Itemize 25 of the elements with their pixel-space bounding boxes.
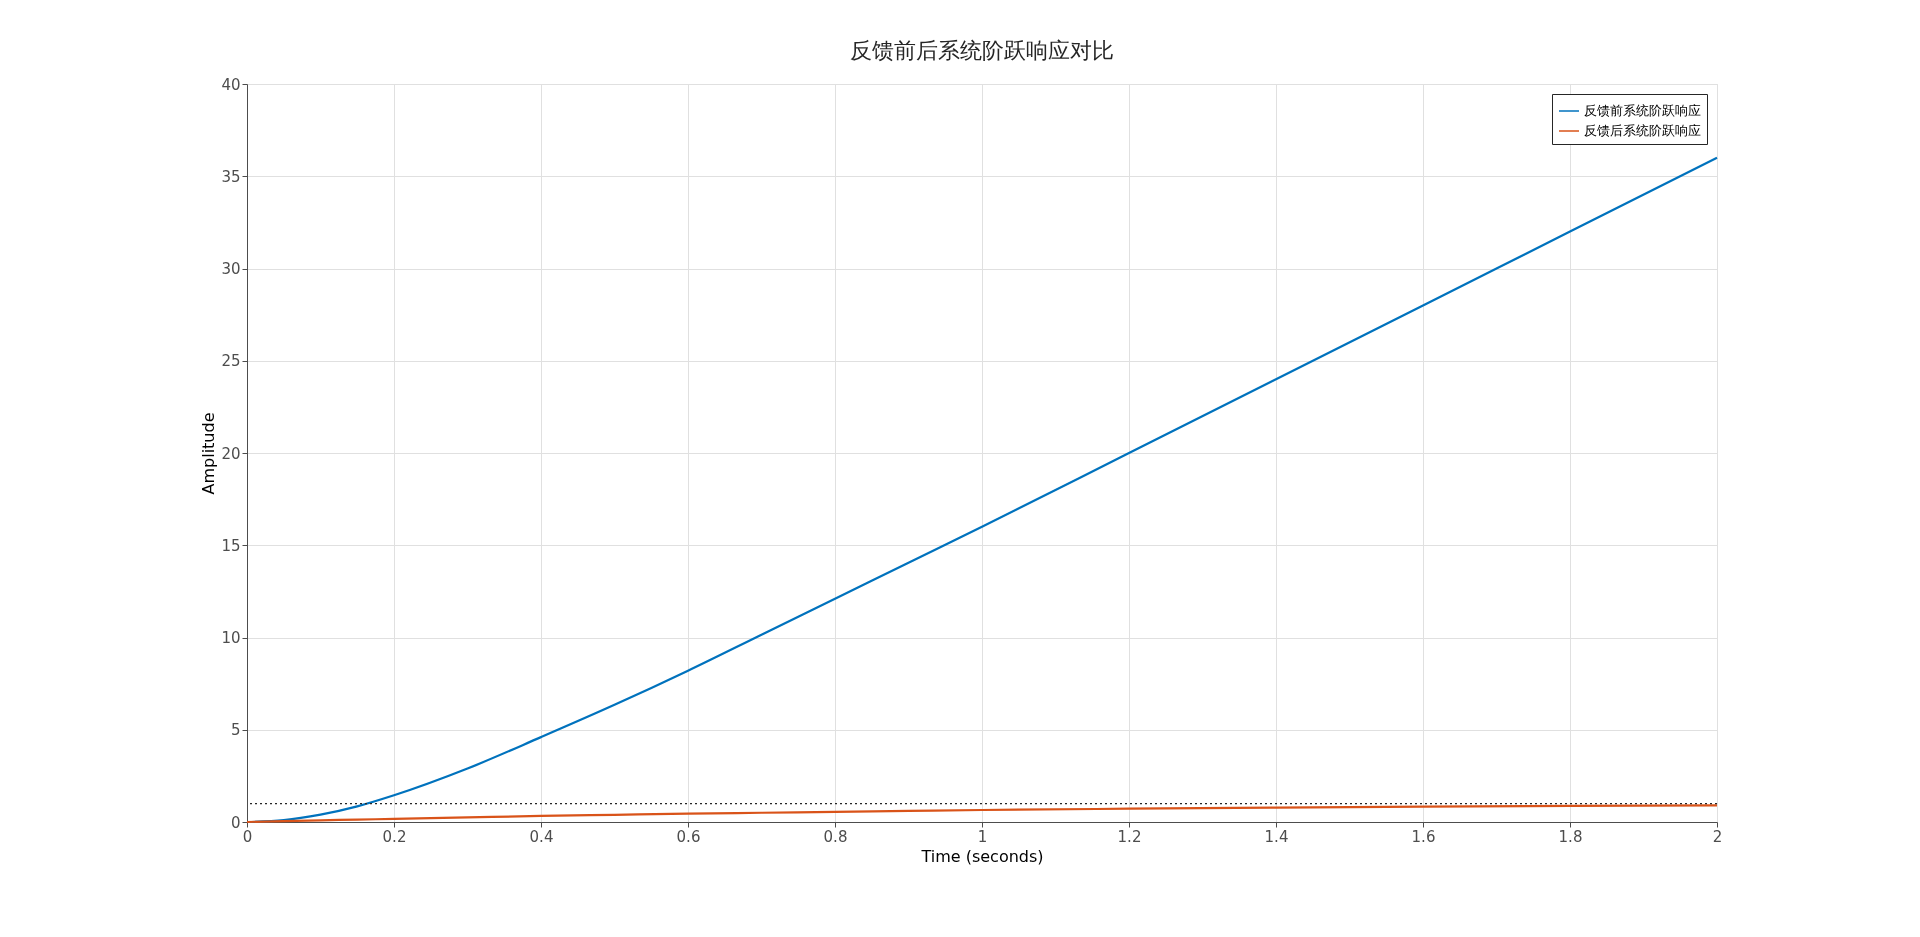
x-tick-label: 1 (977, 827, 988, 846)
x-tick-label: 0.4 (529, 827, 554, 846)
x-tick-label: 0.6 (676, 827, 701, 846)
x-tick-label: 1.2 (1117, 827, 1142, 846)
y-tick-label: 15 (221, 536, 241, 555)
x-tick-label: 2 (1712, 827, 1723, 846)
chart-title: 反馈前后系统阶跃响应对比 (850, 38, 1114, 63)
x-tick-label: 0.8 (823, 827, 848, 846)
y-tick-label: 40 (221, 75, 241, 94)
x-axis-title: Time (seconds) (920, 846, 1044, 866)
x-tick-label: 0.2 (382, 827, 407, 846)
x-tick-label: 1.8 (1558, 827, 1583, 846)
legend-label: 反馈后系统阶跃响应 (1584, 123, 1701, 138)
y-tick-label: 25 (221, 352, 241, 371)
x-tick-label: 0 (242, 827, 253, 846)
y-axis-title: Amplitude (199, 412, 219, 495)
y-tick-label: 0 (230, 813, 241, 832)
y-tick-label: 30 (221, 260, 241, 278)
y-tick-label: 20 (221, 444, 241, 463)
y-tick-label: 35 (221, 167, 241, 186)
y-tick-label: 10 (221, 629, 241, 647)
y-tick-label: 5 (230, 721, 241, 740)
x-tick-label: 1.4 (1264, 827, 1289, 846)
legend-label: 反馈前系统阶跃响应 (1584, 103, 1701, 118)
x-tick-label: 1.6 (1411, 827, 1436, 846)
